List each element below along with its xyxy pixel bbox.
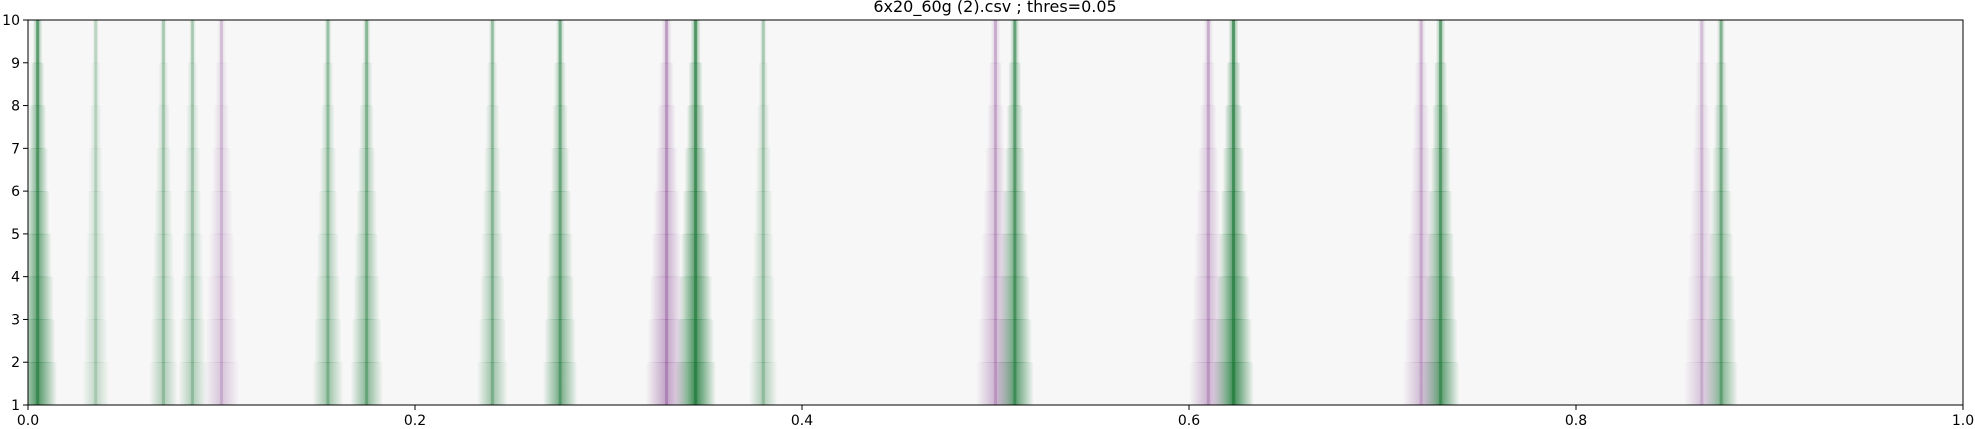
negative-peak-band-16 xyxy=(976,20,1015,405)
plot-frame xyxy=(27,19,1964,406)
chart-title: 6x20_60g (2).csv ; thres=0.05 xyxy=(873,0,1116,17)
positive-peak-band-6 xyxy=(477,20,508,405)
negative-peak-band-19 xyxy=(1683,20,1720,405)
negative-peak-band-14 xyxy=(203,20,240,405)
y-tick-label-6: 7 xyxy=(11,141,20,157)
positive-peak-band-0 xyxy=(28,20,58,405)
y-tick-label-0: 1 xyxy=(11,398,20,414)
negative-peak-band-17 xyxy=(1189,20,1228,405)
x-tick-label-2: 0.4 xyxy=(791,413,813,429)
x-tick-label-5: 1.0 xyxy=(1952,413,1974,429)
y-tick-label-7: 8 xyxy=(11,99,20,115)
x-tick-label-4: 0.8 xyxy=(1565,413,1587,429)
x-axis: 0.0 0.2 0.4 0.6 0.8 1.0 xyxy=(17,405,1974,429)
x-tick-label-3: 0.6 xyxy=(1178,413,1200,429)
x-tick-label-0: 0.0 xyxy=(17,413,39,429)
y-axis: 1 2 3 4 5 6 7 8 9 10 xyxy=(2,13,28,414)
positive-peak-band-5 xyxy=(350,20,383,405)
negative-peak-band-15 xyxy=(645,20,688,405)
y-tick-label-5: 6 xyxy=(11,184,20,200)
y-tick-label-9: 10 xyxy=(2,13,20,29)
y-tick-label-1: 2 xyxy=(11,355,20,371)
positive-peak-band-10 xyxy=(995,20,1034,405)
positive-peak-band-4 xyxy=(312,20,344,405)
positive-peak-band-9 xyxy=(749,20,778,405)
positive-peak-band-1 xyxy=(82,20,109,405)
y-tick-label-3: 4 xyxy=(11,270,20,286)
negative-peak-band-18 xyxy=(1402,20,1440,405)
positive-peak-band-7 xyxy=(542,20,578,405)
heatmap-cells xyxy=(28,20,1738,405)
y-tick-label-4: 5 xyxy=(11,227,20,243)
x-tick-label-1: 0.2 xyxy=(404,413,426,429)
y-tick-label-2: 3 xyxy=(11,312,20,328)
positive-peak-band-2 xyxy=(149,20,178,405)
positive-peak-band-3 xyxy=(178,20,207,405)
y-tick-label-8: 9 xyxy=(11,56,20,72)
